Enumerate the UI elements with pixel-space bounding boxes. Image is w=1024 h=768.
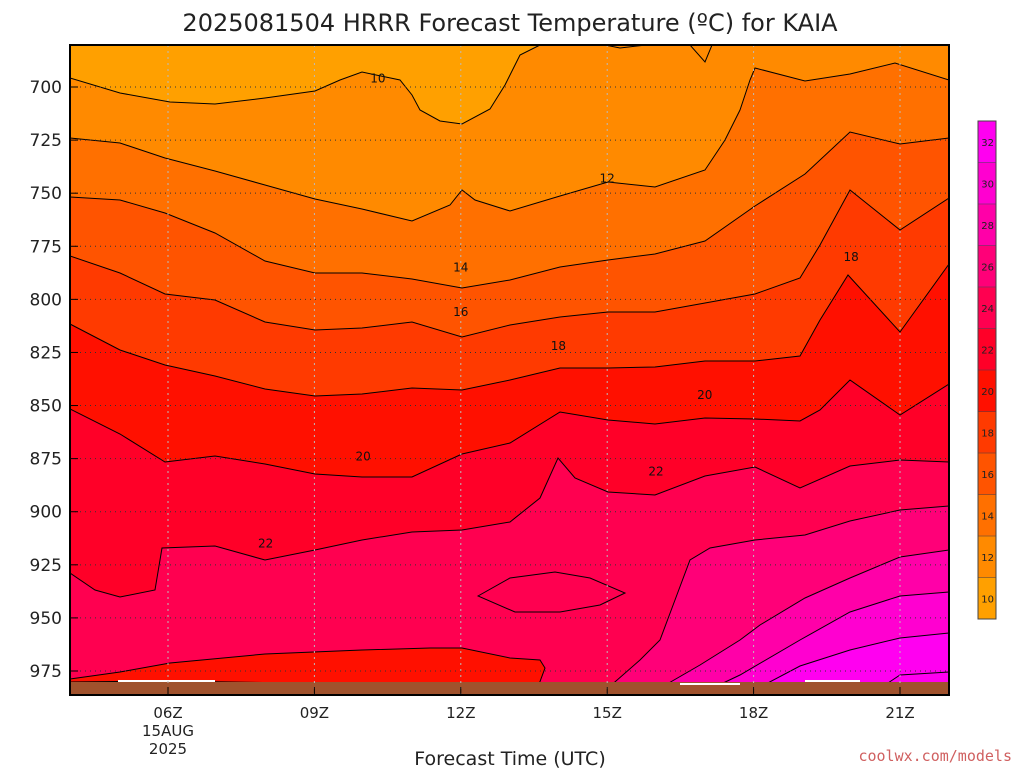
y-tick-label: 950: [30, 609, 62, 629]
contour-24-island: [476, 571, 627, 613]
colorbar-label: 16: [981, 470, 994, 481]
colorbar-label: 10: [981, 594, 994, 605]
contour-30: [744, 632, 949, 695]
contour-10-top: [604, 45, 713, 63]
colorbar-segment: [978, 162, 996, 205]
colorbar-segment: [978, 453, 996, 495]
y-tick-label: 875: [30, 450, 62, 470]
contour-label: 22: [648, 464, 663, 478]
plot-area: [70, 45, 949, 695]
colorbar-segment: [978, 121, 996, 163]
contour-22: [70, 457, 949, 598]
colorbar-segment: [978, 245, 996, 288]
contour-lines: [70, 45, 949, 695]
y-tick-label: 850: [30, 397, 62, 417]
colorbar-label: 32: [981, 138, 994, 149]
colorbar-label: 28: [981, 221, 994, 232]
colorbar-label: 26: [981, 262, 994, 273]
x-date-label: 2025: [149, 740, 187, 758]
x-tick-label: 15Z: [593, 704, 622, 722]
contour-24: [599, 505, 949, 695]
x-tick-label: 09Z: [300, 704, 329, 722]
contour-surface: [70, 647, 546, 695]
contour-label: 12: [600, 171, 615, 185]
contour-label: 22: [258, 537, 273, 551]
band-32: [745, 633, 949, 695]
grid-lines: [70, 45, 949, 695]
contour-label: 16: [453, 305, 468, 319]
colorbar-segment: [978, 287, 996, 329]
contour-label: 18: [844, 250, 859, 264]
contour-12: [70, 62, 949, 222]
ground-terrain: [70, 682, 949, 695]
colorbar-segment: [978, 411, 996, 454]
y-tick-label: 700: [30, 78, 62, 98]
colorbar-segment: [978, 370, 996, 412]
contour-10: [70, 45, 541, 125]
y-tick-label: 750: [30, 184, 62, 204]
x-tick-label: 06Z: [153, 704, 182, 722]
contour-18: [70, 263, 949, 397]
contour-28: [697, 591, 949, 695]
colorbar-segment: [978, 577, 996, 620]
colorbar-segment: [978, 204, 996, 246]
chart-title: 2025081504 HRRR Forecast Temperature (ºC…: [182, 9, 838, 37]
ground-gaps: [118, 680, 860, 685]
x-axis-label: Forecast Time (UTC): [414, 748, 605, 768]
x-tick-label: 12Z: [446, 704, 475, 722]
y-tick-label: 900: [30, 503, 62, 523]
colorbar: 10 12 14 16 18 20 22 24 26 28 30 32: [977, 120, 997, 620]
colorbar-segment: [978, 328, 996, 371]
contour-label: 20: [697, 388, 712, 402]
colorbar-label: 14: [981, 511, 994, 522]
colorbar-label: 24: [981, 304, 994, 315]
y-tick-label: 825: [30, 343, 62, 363]
x-date-label: 15AUG: [142, 722, 194, 740]
contour-20: [70, 379, 949, 478]
colorbar-label: 20: [981, 387, 994, 398]
colorbar-label: 18: [981, 428, 994, 439]
y-tick-label: 975: [30, 662, 62, 682]
band-24-island: [478, 572, 625, 612]
contour-label: 18: [551, 339, 566, 353]
colorbar-segment: [978, 536, 996, 578]
y-axis: 700 725 750 775 800 825 850 875 900 925 950 975: [30, 78, 78, 682]
contour-26: [647, 549, 949, 695]
colorbar-label: 12: [981, 553, 994, 564]
colorbar-label: 22: [981, 345, 994, 356]
contour-14: [70, 131, 949, 289]
y-tick-label: 800: [30, 290, 62, 310]
y-tick-label: 775: [30, 237, 62, 257]
contour-label: 10: [370, 72, 385, 86]
plot-frame: [69, 44, 950, 696]
contour-label: 14: [453, 261, 468, 275]
x-tick-label: 18Z: [739, 704, 768, 722]
y-tick-label: 725: [30, 131, 62, 151]
colorbar-label: 30: [981, 179, 994, 190]
contour-16: [70, 189, 949, 338]
x-tick-label: 21Z: [885, 704, 914, 722]
contour-label: 20: [356, 450, 371, 464]
contour-labels: 10 12 14 16 18 20 18 20 22 22: [258, 72, 859, 551]
colorbar-segment: [978, 494, 996, 537]
watermark: coolwx.com/models: [858, 747, 1012, 765]
y-tick-label: 925: [30, 556, 62, 576]
